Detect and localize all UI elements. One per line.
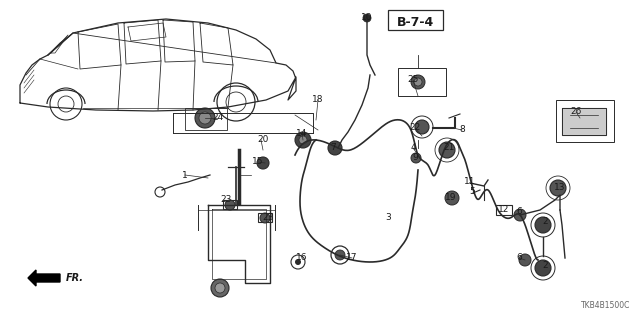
Text: 14: 14 <box>296 129 308 138</box>
Circle shape <box>363 14 371 22</box>
Circle shape <box>411 75 425 89</box>
Text: 13: 13 <box>554 183 566 193</box>
Bar <box>258 213 272 222</box>
Text: 6: 6 <box>516 207 522 217</box>
Text: 7: 7 <box>330 143 336 153</box>
Text: 3: 3 <box>385 213 391 222</box>
Circle shape <box>414 78 422 86</box>
Circle shape <box>415 120 429 134</box>
Circle shape <box>195 108 215 128</box>
Circle shape <box>328 141 342 155</box>
Text: 1: 1 <box>182 171 188 180</box>
Bar <box>388 10 443 30</box>
Circle shape <box>199 112 211 124</box>
Circle shape <box>519 254 531 266</box>
Circle shape <box>211 279 229 297</box>
Circle shape <box>550 180 566 196</box>
Text: 22: 22 <box>410 124 420 132</box>
Text: 10: 10 <box>361 13 372 22</box>
Text: 11: 11 <box>464 178 476 187</box>
Circle shape <box>439 142 455 158</box>
Text: 20: 20 <box>257 135 269 145</box>
Circle shape <box>299 136 307 144</box>
Text: 21: 21 <box>444 143 454 153</box>
Circle shape <box>535 217 551 233</box>
Polygon shape <box>28 270 60 286</box>
Circle shape <box>514 209 526 221</box>
Circle shape <box>295 259 301 265</box>
Text: 16: 16 <box>296 253 308 262</box>
Bar <box>223 200 237 209</box>
Text: 19: 19 <box>445 194 457 203</box>
Text: 9: 9 <box>412 154 418 163</box>
Text: 23: 23 <box>262 213 274 222</box>
Bar <box>185 108 227 130</box>
Bar <box>496 205 512 215</box>
Text: 2: 2 <box>542 260 548 269</box>
Text: 24: 24 <box>212 114 223 123</box>
Circle shape <box>215 283 225 293</box>
Text: 18: 18 <box>312 95 324 105</box>
Text: 2: 2 <box>542 218 548 227</box>
Circle shape <box>335 250 345 260</box>
Text: 25: 25 <box>407 76 419 84</box>
Circle shape <box>260 213 270 223</box>
Text: 12: 12 <box>499 205 509 214</box>
Text: FR.: FR. <box>66 273 84 283</box>
Polygon shape <box>562 108 606 135</box>
Circle shape <box>535 260 551 276</box>
Circle shape <box>295 132 311 148</box>
Circle shape <box>411 153 421 163</box>
Text: 23: 23 <box>220 196 232 204</box>
Text: 26: 26 <box>570 108 582 116</box>
Circle shape <box>225 200 235 210</box>
Text: 15: 15 <box>252 157 264 166</box>
Text: 5: 5 <box>469 188 475 196</box>
Bar <box>398 68 446 96</box>
Text: 6: 6 <box>516 253 522 262</box>
Text: TKB4B1500C: TKB4B1500C <box>580 301 630 310</box>
Circle shape <box>445 191 459 205</box>
Circle shape <box>257 157 269 169</box>
Text: 17: 17 <box>346 253 358 262</box>
Text: 8: 8 <box>459 125 465 134</box>
Text: B-7-4: B-7-4 <box>396 15 434 28</box>
Bar <box>556 100 614 142</box>
Text: 4: 4 <box>410 143 416 153</box>
